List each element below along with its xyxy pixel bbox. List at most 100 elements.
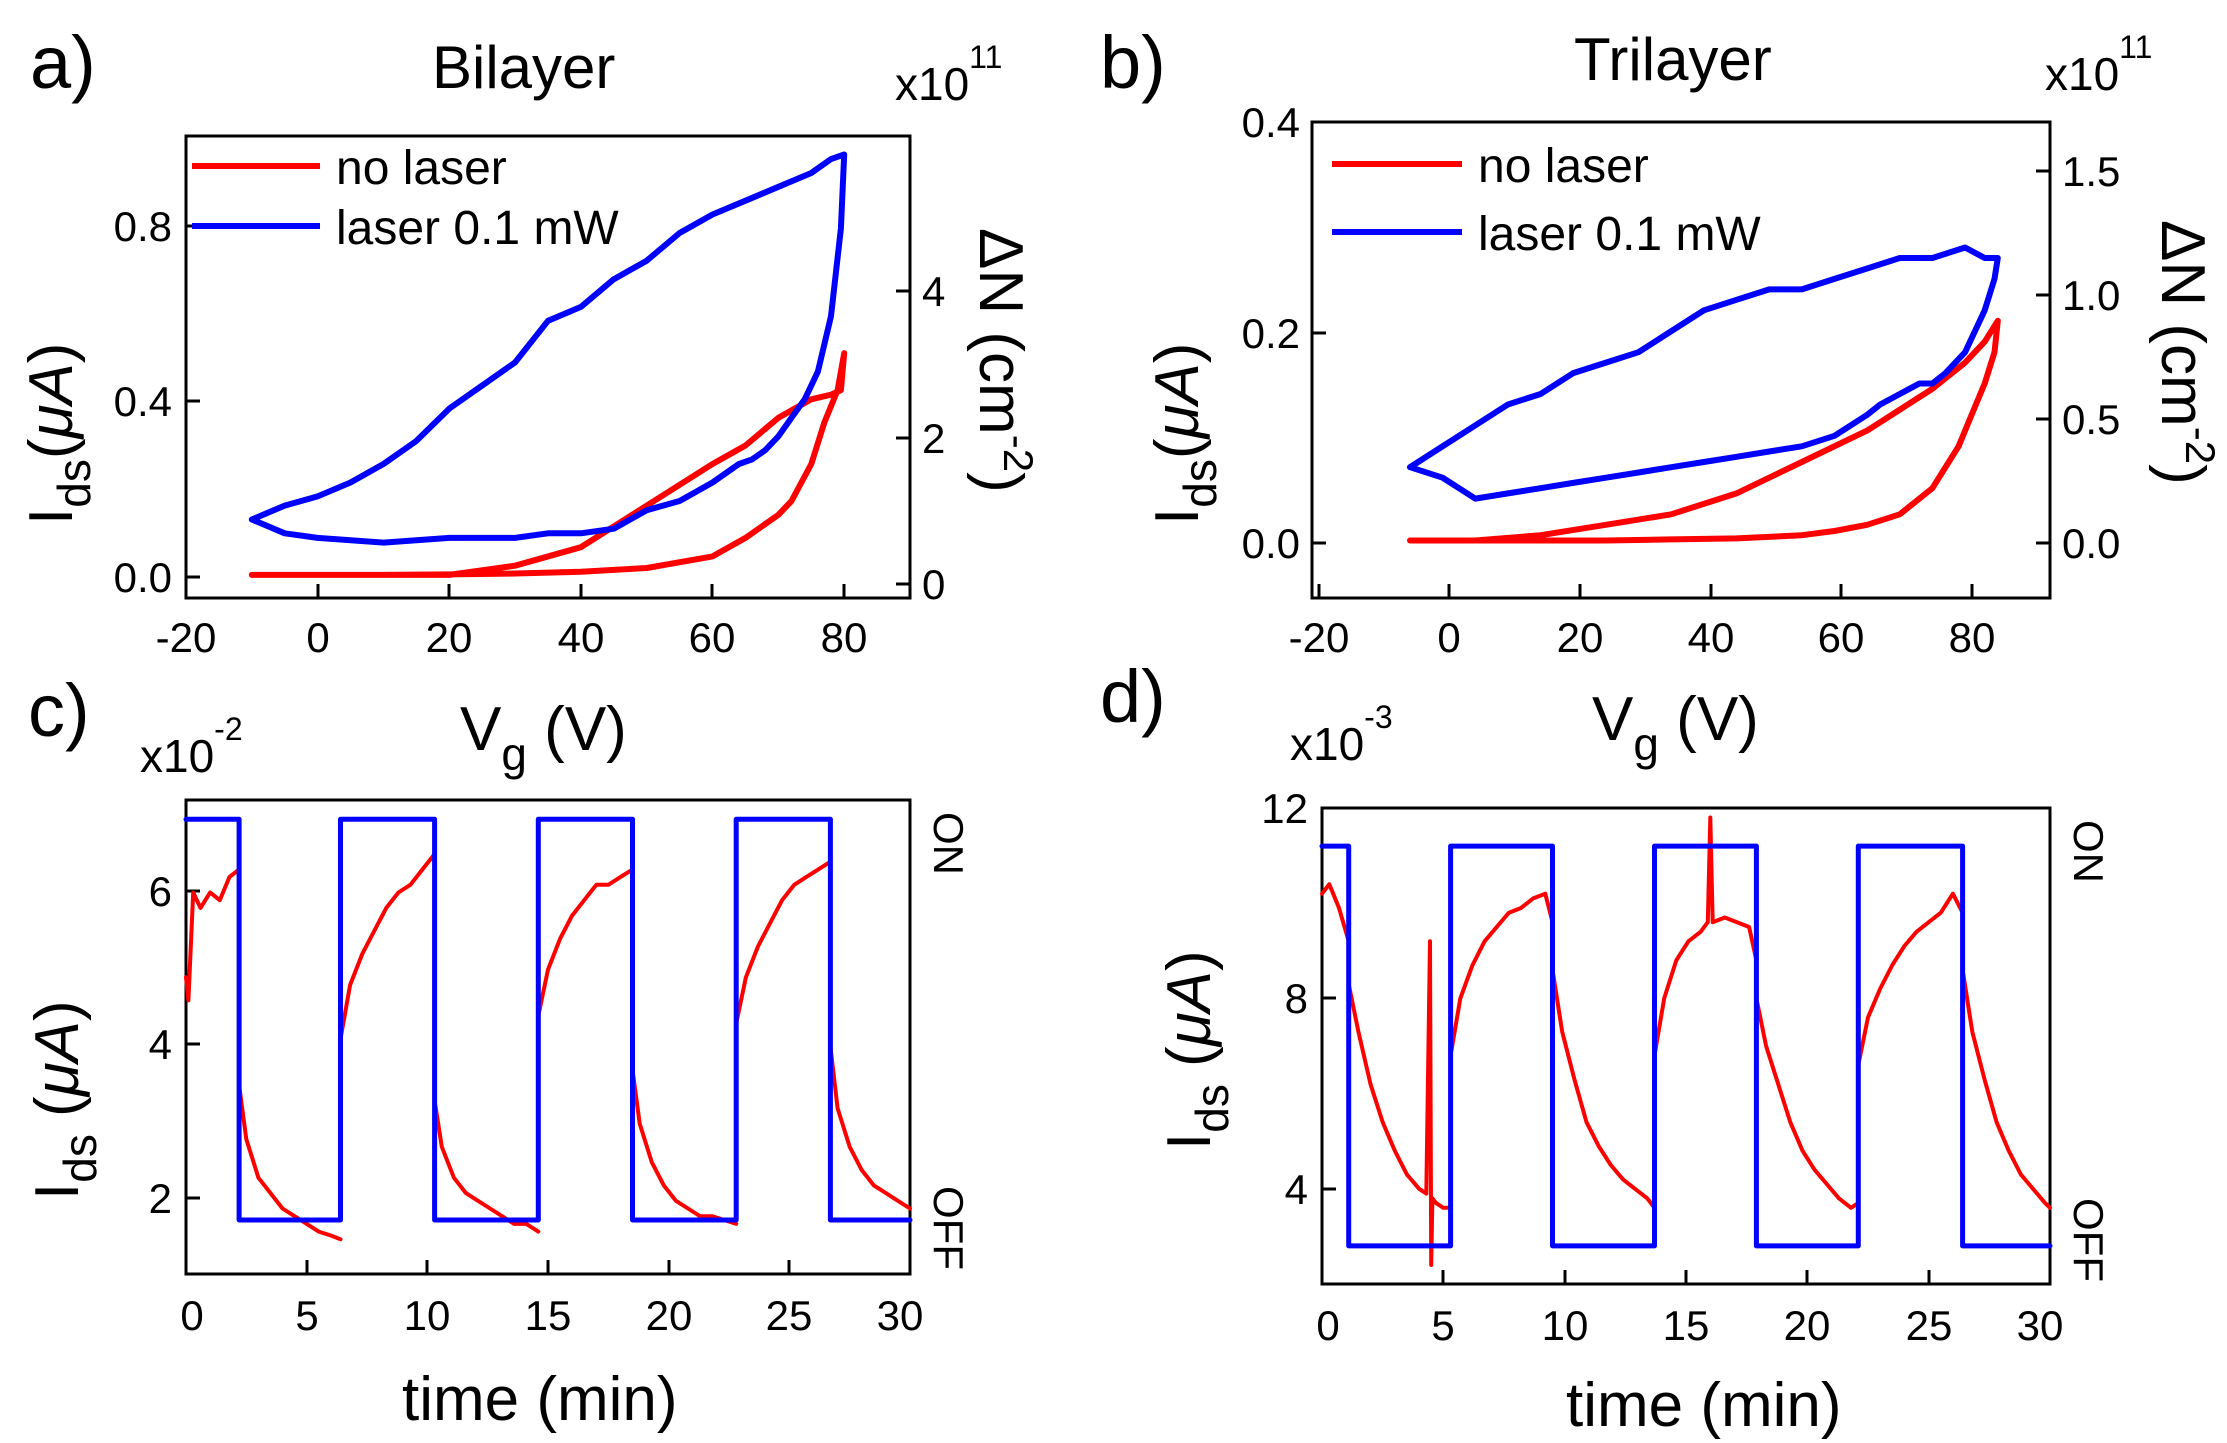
panel-c-xtick-label: 15 (525, 1292, 572, 1339)
panel-d-multiplier: x10-3 (1290, 699, 1393, 770)
panel-b-series-red (1407, 317, 2001, 544)
panel-a-multiplier-exp: 11 (969, 39, 1002, 75)
panel-d-xtick-label: 5 (1431, 1302, 1454, 1349)
panel-c-series-red-seg (630, 1067, 739, 1226)
panel-b-xtick-label: -20 (1289, 614, 1350, 661)
panel-c-on-label: ON (925, 812, 972, 875)
panel-b-xlabel: Vg (V) (1592, 685, 1759, 770)
panel-d-ytick-label: 4 (1285, 1166, 1308, 1213)
panel-b-y2tick-label: 0.5 (2062, 396, 2120, 443)
panel-b-y2ticks: 0.0 0.5 1.0 1.5 (2036, 148, 2120, 567)
panel-c-series-red-seg (338, 852, 437, 1041)
panel-b-multiplier-exp: 11 (2119, 29, 2152, 65)
panel-d-multiplier-base: x10 (1290, 718, 1364, 770)
panel-c-xtick-label: 25 (766, 1292, 813, 1339)
panel-c-yticks: 2 4 6 (149, 868, 200, 1222)
panel-d-ylabel: Ids (μA) (1155, 950, 1238, 1150)
panel-d-series-red-seg (1346, 939, 1453, 1267)
panel-b-ytick-label: 0.0 (1242, 520, 1300, 567)
panel-c-ytick-label: 4 (149, 1021, 172, 1068)
panel-d-series-red-seg (1550, 967, 1657, 1210)
panel-c-series-red-seg (536, 867, 635, 1018)
panel-c-multiplier-base: x10 (140, 730, 214, 782)
panel-a-legend-laser: laser 0.1 mW (336, 202, 619, 255)
panel-c-series-red-seg (237, 1083, 343, 1242)
panel-b-title: Trilayer (1574, 26, 1772, 93)
panel-a-series-red (248, 350, 848, 578)
panel-a-y2tick-label: 2 (922, 415, 945, 462)
panel-c-series-red-seg (828, 1044, 912, 1211)
panel-d-multiplier-exp: -3 (1364, 699, 1392, 735)
panel-b-legend-laser: laser 0.1 mW (1478, 208, 1761, 261)
panel-c-xtick-label: 5 (295, 1292, 318, 1339)
panel-d-series-red-seg (1856, 891, 1965, 1067)
panel-d: d) x10-3 0 5 10 15 20 25 30 4 8 12 ON (1100, 655, 2112, 1440)
panel-d-xtick-label: 30 (2017, 1302, 2064, 1349)
panel-d-ytick-label: 12 (1261, 785, 1308, 832)
panel-b-ylabel: Ids(μA) (1143, 343, 1226, 525)
panel-a-ytick-label: 0.4 (114, 378, 172, 425)
panel-a-y2ticks: 0 2 4 (896, 268, 945, 608)
panel-a-xlabel: Vg (V) (460, 695, 627, 780)
panel-c-plot (183, 816, 913, 1242)
panel-c-series-red-seg (734, 859, 833, 1026)
panel-b-yticks: 0.0 0.2 0.4 (1242, 99, 1326, 567)
panel-a-multiplier: x1011 (895, 39, 1002, 110)
panel-c-ytick-label: 2 (149, 1175, 172, 1222)
panel-b-xtick-label: 20 (1557, 614, 1604, 661)
panel-c-frame (184, 798, 912, 1276)
panel-c-xlabel: time (min) (402, 1365, 678, 1434)
panel-d-xtick-label: 0 (1316, 1302, 1339, 1349)
panel-a-xtick-label: -20 (156, 614, 217, 661)
panel-d-xtick-label: 15 (1663, 1302, 1710, 1349)
panel-b-y2tick-label: 0.0 (2062, 520, 2120, 567)
panel-d-series-red-seg (1448, 891, 1555, 1058)
panel-d-series-red-seg (1320, 882, 1351, 944)
panel-a-y2tick-label: 4 (922, 268, 945, 315)
panel-d-plot (1319, 815, 2053, 1267)
panel-c-xtick-label: 10 (404, 1292, 451, 1339)
panel-c-multiplier: x10-2 (140, 711, 243, 782)
panel-b-xtick-label: 80 (1949, 614, 1996, 661)
panel-a-frame (184, 134, 912, 600)
panel-c-xtick-label: 20 (646, 1292, 693, 1339)
panel-b-multiplier: x1011 (2045, 29, 2152, 100)
panel-a-xtick-label: 80 (821, 614, 868, 661)
panel-d-off-label: OFF (2065, 1198, 2112, 1282)
panel-a-legend: no laser laser 0.1 mW (192, 142, 619, 255)
panel-c-letter: c) (28, 669, 90, 752)
panel-c-series-red-seg (184, 867, 242, 1003)
panel-a-ylabel: Ids(μA) (17, 343, 100, 525)
panel-c-ylabel: Ids (μA) (23, 1000, 106, 1200)
panel-a-xtick-label: 40 (558, 614, 605, 661)
panel-a-xtick-label: 0 (306, 614, 329, 661)
panel-c-ytick-label: 6 (149, 868, 172, 915)
panel-b-legend: no laser laser 0.1 mW (1332, 140, 1761, 261)
panel-a-title: Bilayer (432, 34, 615, 101)
panel-b-plot (1407, 244, 2001, 544)
panel-b-y2tick-label: 1.0 (2062, 272, 2120, 319)
panel-c-series-red-seg (432, 1098, 541, 1234)
panel-a-y2label: ΔN (cm-2) (966, 228, 1042, 493)
panel-b-ytick-label: 0.2 (1242, 310, 1300, 357)
panel-a-y2tick-label: 0 (922, 561, 945, 608)
panel-c-off-label: OFF (925, 1186, 972, 1270)
panel-d-xtick-label: 25 (1906, 1302, 1953, 1349)
panel-a-legend-no-laser: no laser (336, 142, 507, 195)
panel-a-xtick-label: 60 (689, 614, 736, 661)
panel-b-ytick-label: 0.4 (1242, 99, 1300, 146)
panel-c: c) x10-2 0 5 10 15 20 25 30 2 4 6 ON (23, 669, 972, 1434)
panel-a-plot (248, 151, 848, 578)
panel-d-on-label: ON (2065, 820, 2112, 883)
panel-b: b) Trilayer x1011 -20 0 20 40 60 80 0.0 … (1100, 21, 2224, 770)
panel-c-series-blue (183, 816, 913, 1223)
panel-b-xtick-label: 40 (1688, 614, 1735, 661)
panel-d-series-red-seg (1754, 996, 1861, 1210)
panel-b-letter: b) (1100, 21, 1166, 104)
panel-d-xtick-label: 10 (1542, 1302, 1589, 1349)
panel-c-xticks: 0 5 10 15 20 25 30 (180, 1260, 923, 1339)
panel-d-letter: d) (1100, 655, 1166, 738)
panel-b-legend-no-laser: no laser (1478, 140, 1649, 193)
panel-c-multiplier-exp: -2 (214, 711, 242, 747)
